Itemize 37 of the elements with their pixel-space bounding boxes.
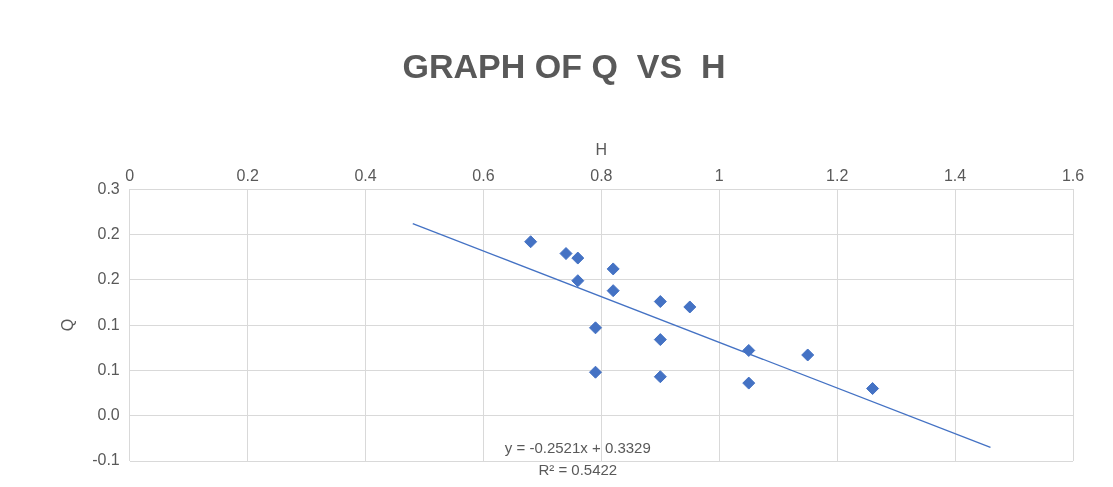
y-tick-label: 0.2: [97, 270, 120, 288]
point: [588, 321, 602, 335]
point: [801, 348, 815, 362]
point: [524, 235, 538, 249]
x-tick-label: 1.6: [1061, 167, 1085, 185]
point: [683, 300, 697, 314]
x-tick-label: 0.6: [472, 167, 495, 185]
y-tick-label: 0.0: [97, 406, 120, 424]
annotation: R² = 0.5422: [538, 461, 618, 479]
point: [559, 247, 573, 261]
x-tick-label: 1.2: [826, 167, 849, 185]
chart-title: GRAPH OF Q VS H: [402, 46, 726, 85]
annotation: y = -0.2521x + 0.3329: [504, 439, 651, 457]
point: [606, 284, 620, 298]
point: [742, 376, 756, 390]
x-tick-label: 0: [125, 167, 135, 185]
x-tick-label: 0.2: [236, 167, 259, 185]
y-tick-label: 0.1: [97, 360, 120, 378]
point: [653, 295, 667, 309]
y-tick-label: 0.2: [97, 224, 120, 242]
point: [571, 251, 585, 265]
point: [571, 274, 585, 288]
x-tick-label: 1: [714, 167, 724, 185]
x-tick-label: 0.4: [354, 167, 377, 185]
y-tick-label: 0.1: [97, 315, 120, 333]
point: [742, 343, 756, 357]
point: [653, 333, 667, 347]
y-tick-label: -0.1: [92, 451, 120, 469]
x-axis-title: H: [595, 140, 608, 158]
x-tick-label: 0.8: [590, 167, 613, 185]
y-axis-title: Q: [59, 318, 77, 332]
point: [866, 382, 880, 396]
y-tick-label: 0.3: [97, 179, 120, 197]
point: [653, 370, 667, 384]
point: [588, 365, 602, 379]
point: [606, 262, 620, 276]
x-tick-label: 1.4: [943, 167, 967, 185]
